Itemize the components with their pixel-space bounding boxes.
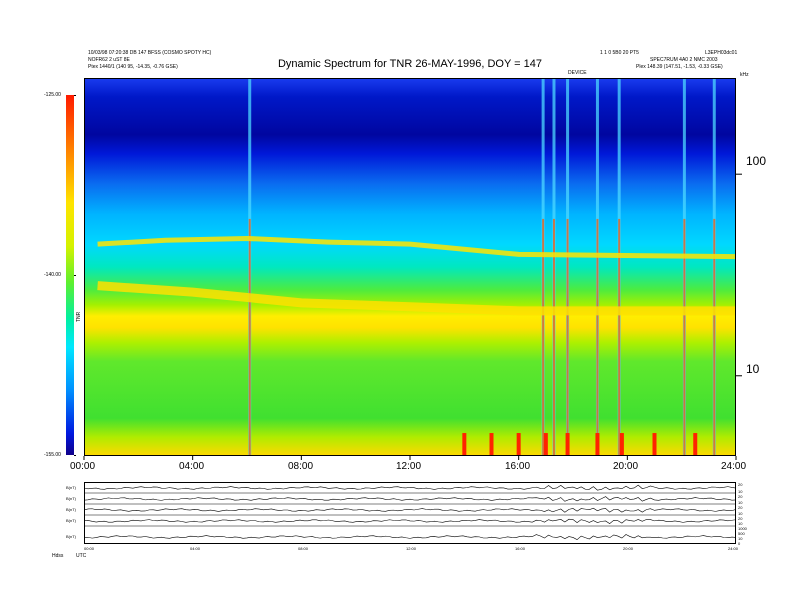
burst-core (683, 218, 686, 456)
panels-frame (84, 482, 736, 544)
footer-label-utc: UTC (76, 553, 87, 559)
panel-x-tick: 20:00 (623, 546, 634, 551)
spectrum-svg (84, 78, 736, 456)
right-tick: 20 (738, 482, 743, 487)
right-tick: 20 (738, 494, 743, 499)
x-tick-label: 24:00 (721, 461, 747, 472)
panel-label: B(nT) (66, 496, 76, 501)
low-freq-red (516, 433, 521, 456)
header-left-line2: NOFR62 2 uST 8E (88, 57, 130, 63)
panel-x-tick: 08:00 (298, 546, 309, 551)
burst-core (596, 218, 599, 456)
x-tick-label: 20:00 (613, 461, 639, 472)
low-freq-red (543, 433, 548, 456)
header-right-line3: Plex 148.39 (147.51, -1.53, -0.33 GSE) (636, 64, 723, 70)
burst-core (566, 218, 569, 456)
x-tick-label: 16:00 (505, 461, 531, 472)
low-freq-red (652, 433, 657, 456)
panel-trace (84, 484, 736, 491)
low-freq-red (565, 433, 570, 456)
right-tick: 10 (738, 511, 743, 516)
colorbar-tick-mid: -140.00 (44, 272, 61, 278)
burst-core (552, 218, 555, 456)
cbar-tick-mark (74, 95, 76, 96)
dynamic-spectrum (84, 78, 736, 456)
header-left-line1: 10/03/98 07:20:38 DB 147 BFSS (COSMO SPO… (88, 50, 212, 56)
cbar-tick-mark (74, 455, 76, 456)
colorbar-tick-bottom: -155.00 (44, 452, 61, 458)
header-mid-label: DEVICE (568, 70, 587, 76)
right-tick: 10 (738, 536, 743, 541)
x-tick-label: 00:00 (70, 461, 96, 472)
y-tick-100: 100 (746, 154, 767, 168)
upper-band (97, 235, 736, 260)
spectrum-frame (84, 78, 736, 456)
colorbar (66, 95, 74, 455)
low-freq-red (595, 433, 600, 456)
right-tick: 500 (738, 531, 745, 536)
low-freq-red (462, 433, 467, 456)
header-left-line3: Ptex 1440/1 (140 95, -14.35, -0.76 GSE) (88, 64, 178, 70)
header-right-line1: 1 1 0 5B0 20 PT5 (600, 50, 639, 56)
x-tick-label: 04:00 (179, 461, 205, 472)
low-freq-red (619, 433, 624, 456)
panel-label: B(nT) (66, 518, 76, 523)
panel-label: B(nT) (66, 534, 76, 539)
panel-x-tick: 16:00 (515, 546, 526, 551)
panel-x-tick: 12:00 (406, 546, 417, 551)
panel-x-tick: 00:00 (84, 546, 95, 551)
y-unit: kHz (740, 72, 749, 78)
header-right-line2: SPEC7RUM 4A0 2 NMC 2003 (650, 57, 718, 63)
chart-title: Dynamic Spectrum for TNR 26-MAY-1996, DO… (277, 58, 542, 70)
panel-trace (84, 507, 736, 513)
burst-core (542, 218, 545, 456)
panel-trace (84, 518, 736, 524)
burst-core (618, 218, 621, 456)
panel-trace (84, 496, 736, 502)
panel-x-tick: 24:00 (728, 546, 739, 551)
colorbar-tick-top: -125.00 (44, 92, 61, 98)
low-freq-red (489, 433, 494, 456)
x-tick-label: 12:00 (396, 461, 422, 472)
magnetometer-panels (84, 482, 736, 544)
footer-label-hdss: Hdss (52, 553, 64, 559)
right-tick: 1000 (738, 526, 747, 531)
panel-label: B(nT) (66, 507, 76, 512)
right-tick: 10 (738, 489, 743, 494)
right-tick: 20 (738, 505, 743, 510)
spectrum-background (84, 78, 736, 456)
x-tick-label: 08:00 (288, 461, 314, 472)
panel-label: B(nT) (66, 485, 76, 490)
panel-trace (84, 534, 736, 541)
cbar-tick-mark (74, 275, 76, 276)
burst-core (248, 218, 251, 456)
low-freq-red (693, 433, 698, 456)
y-tick-10: 10 (746, 362, 760, 376)
header-right-edge: L3EPH03dc01 (705, 50, 738, 56)
burst-core (713, 218, 716, 456)
right-tick: 20 (738, 516, 743, 521)
panel-x-tick: 04:00 (190, 546, 201, 551)
right-tick: 10 (738, 521, 743, 526)
right-tick: 0 (738, 541, 741, 546)
right-tick: 10 (738, 500, 743, 505)
lower-band (97, 281, 736, 316)
